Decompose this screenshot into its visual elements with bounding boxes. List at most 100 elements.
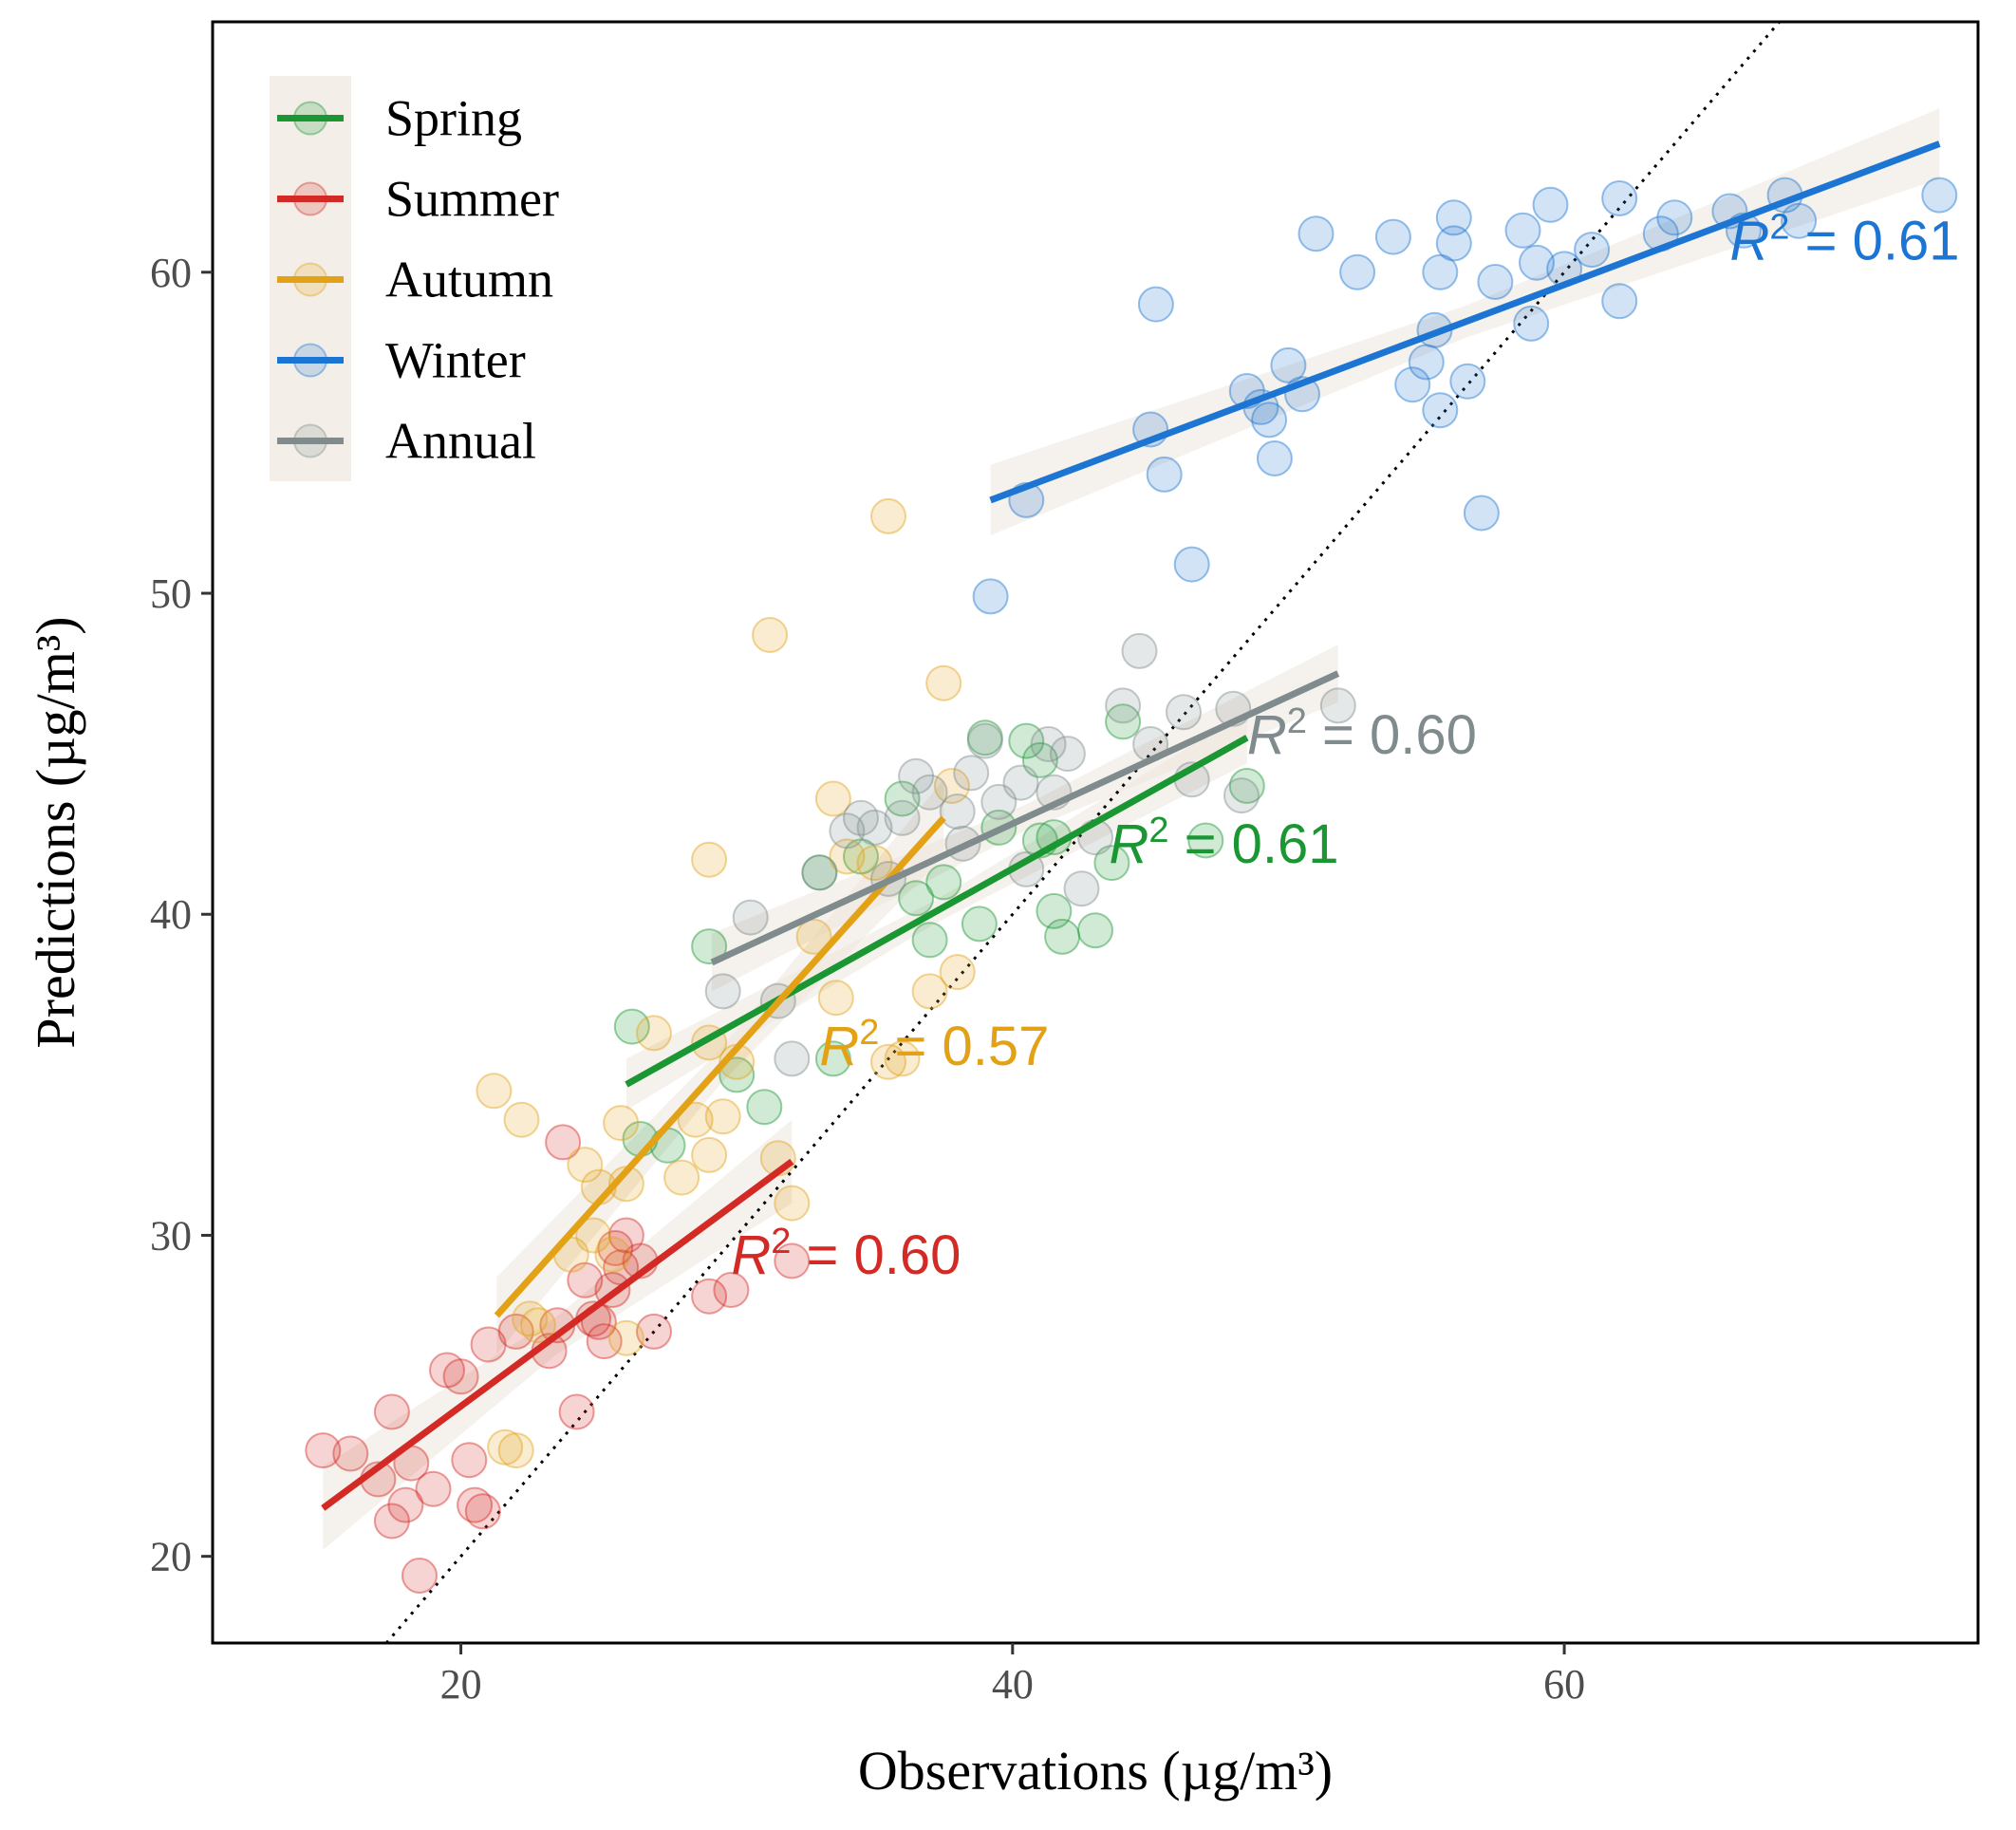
data-point [1574, 232, 1611, 269]
points-autumn [476, 497, 976, 1469]
data-point [1656, 199, 1693, 236]
data-point [1146, 456, 1183, 493]
data-point [442, 1358, 479, 1395]
data-point [586, 1323, 623, 1360]
fit-line-spring [625, 735, 1249, 1088]
data-point [457, 1486, 494, 1523]
data-point [476, 1073, 513, 1110]
data-point [1256, 440, 1293, 476]
plot-panel: R2 = 0.61 R2 = 0.60 R2 = 0.57 R2 = 0.61 R2 =… [211, 20, 1980, 1645]
data-point [663, 1159, 700, 1196]
data-point [1044, 918, 1081, 955]
data-point [1601, 283, 1638, 320]
data-point [1166, 694, 1202, 731]
data-point [691, 1278, 728, 1315]
x-tick-label: 40 [992, 1661, 1034, 1708]
data-point [429, 1352, 465, 1389]
data-point [1105, 687, 1142, 724]
data-point [719, 1056, 756, 1093]
data-point [603, 1105, 640, 1142]
data-point [597, 1230, 634, 1266]
data-point [464, 1493, 501, 1530]
data-point [401, 1558, 438, 1594]
data-point [884, 1040, 921, 1077]
data-point [1223, 777, 1260, 814]
data-point [939, 794, 976, 830]
data-point [607, 1217, 644, 1254]
data-point [1270, 346, 1307, 383]
data-point [814, 1040, 851, 1077]
data-point [704, 1098, 741, 1135]
data-point [732, 899, 769, 936]
fit-line-winter [989, 140, 1941, 504]
data-point [972, 578, 1009, 615]
data-point [503, 1101, 540, 1138]
legend-label: Winter [385, 332, 526, 389]
x-tick-label: 60 [1543, 1661, 1585, 1708]
legend-label: Autumn [385, 252, 553, 308]
data-point [774, 1185, 811, 1222]
data-point [1435, 225, 1472, 262]
data-point [1504, 212, 1541, 249]
data-point [884, 799, 921, 836]
data-point [1002, 764, 1039, 801]
data-point [594, 1236, 631, 1273]
legend-label: Annual [385, 413, 536, 470]
data-point [1513, 305, 1550, 342]
data-point [649, 1127, 686, 1164]
data-point [387, 1486, 424, 1523]
data-point [774, 1242, 811, 1279]
data-point [1077, 912, 1113, 949]
fit-line-autumn [494, 815, 946, 1318]
data-point [801, 854, 838, 891]
data-point [1339, 253, 1376, 290]
y-tick-label: 60 [150, 250, 192, 296]
data-point [1532, 186, 1569, 223]
data-point [704, 973, 741, 1010]
panel-border [211, 20, 1980, 1645]
r2-label-winter: R2 = 0.61 [1729, 207, 1959, 271]
data-point [1297, 215, 1335, 252]
data-point [939, 954, 976, 991]
data-point [925, 664, 962, 701]
data-point [843, 799, 879, 836]
data-point [1105, 703, 1142, 740]
data-point [1519, 244, 1555, 281]
data-point [829, 838, 866, 875]
data-point [1030, 726, 1067, 762]
points-winter [972, 177, 1958, 615]
data-point [856, 845, 893, 882]
data-point [911, 922, 948, 959]
data-point [636, 1313, 672, 1350]
data-point [925, 864, 962, 901]
data-point [713, 1272, 750, 1308]
data-point [305, 1432, 342, 1469]
data-point [1036, 892, 1073, 929]
legend-item-summer: Summer [277, 171, 559, 228]
r2-label-spring: R2 = 0.61 [1110, 811, 1339, 875]
data-point [1049, 736, 1086, 773]
data-point [1477, 264, 1514, 300]
legend-item-annual: Annual [277, 413, 536, 470]
data-point [1251, 401, 1288, 439]
x-tick-label: 20 [440, 1661, 482, 1708]
data-point [911, 973, 948, 1010]
points-summer [305, 1124, 811, 1594]
data-point [512, 1300, 549, 1337]
data-point [1021, 741, 1058, 778]
legend: Spring Summer Autumn Winter Annual [270, 76, 559, 481]
data-point [1435, 199, 1472, 236]
data-point [1463, 495, 1500, 532]
r2-label-autumn: R2 = 0.57 [819, 1013, 1049, 1077]
data-point [487, 1429, 524, 1466]
x-axis: 20 40 60 [440, 1643, 1585, 1708]
data-point [1228, 768, 1265, 804]
data-point [558, 1393, 595, 1430]
data-point [1319, 687, 1356, 724]
data-point [567, 1261, 604, 1298]
data-point [843, 838, 879, 875]
r2-label-annual: R2 = 0.60 [1247, 701, 1477, 766]
data-point [1601, 180, 1638, 216]
data-point [607, 1319, 644, 1356]
